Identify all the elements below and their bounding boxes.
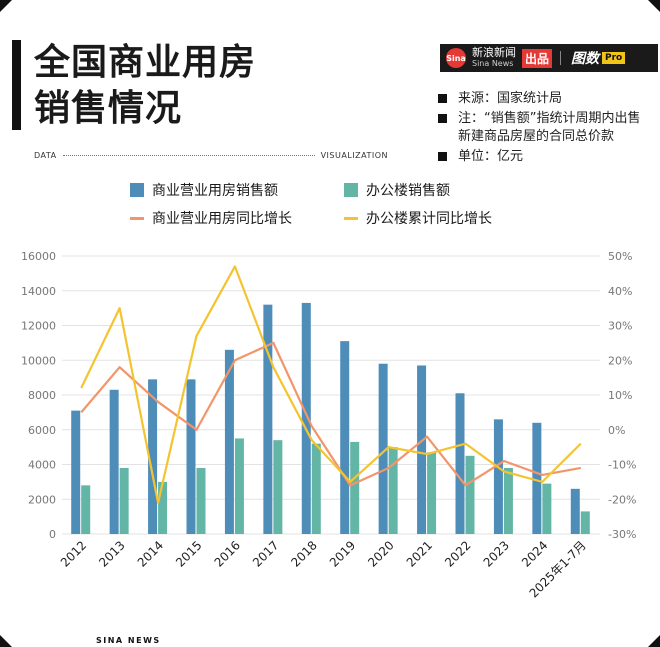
bullet-square-icon — [438, 94, 447, 103]
x-tick-label: 2013 — [96, 538, 127, 569]
y-right-tick-label: 10% — [608, 389, 632, 402]
bar — [224, 349, 234, 534]
x-tick-label: 2019 — [327, 538, 358, 569]
x-tick-label: 2021 — [404, 538, 435, 569]
sina-logo-icon: Sina — [446, 48, 466, 68]
legend-item-office-growth: 办公楼累计同比增长 — [344, 208, 492, 228]
y-right-tick-label: -30% — [608, 528, 636, 541]
bar — [273, 440, 283, 534]
brand-chu-badge: 出品 — [522, 48, 553, 68]
legend-item-office-sales: 办公楼销售额 — [344, 180, 450, 200]
y-right-tick-label: 50% — [608, 250, 632, 263]
bullet-square-icon — [438, 114, 447, 123]
brand-pro-badge: Pro — [602, 52, 626, 64]
bar — [186, 379, 196, 534]
bullet-square-icon — [438, 152, 447, 161]
y-left-tick-label: 8000 — [28, 389, 56, 402]
y-right-tick-label: -20% — [608, 493, 636, 506]
y-left-tick-label: 4000 — [28, 459, 56, 472]
bar — [570, 488, 580, 534]
legend-swatch — [344, 216, 358, 220]
y-left-tick-label: 6000 — [28, 424, 56, 437]
x-tick-label: 2018 — [288, 538, 319, 569]
x-tick-label: 2015 — [173, 538, 204, 569]
bar — [350, 441, 360, 534]
note-source: 来源：国家统计局 — [438, 90, 650, 108]
y-right-tick-label: -10% — [608, 459, 636, 472]
legend-swatch — [130, 183, 144, 197]
x-tick-label: 2022 — [442, 538, 473, 569]
bar — [81, 485, 91, 534]
bar — [503, 467, 513, 534]
x-tick-label: 2017 — [250, 538, 281, 569]
corner-top-left — [0, 0, 12, 12]
brand-banner: Sina 新浪新闻 Sina News 出品 图数 Pro — [440, 44, 658, 72]
brand-name-cn: 新浪新闻 — [472, 46, 516, 59]
bar — [263, 304, 273, 534]
title-line-1: 全国商业用房 — [34, 42, 257, 83]
title-accent-bar — [12, 40, 21, 130]
y-right-tick-label: 30% — [608, 320, 632, 333]
legend-item-commercial-sales: 商业营业用房销售额 — [130, 180, 278, 200]
note-definition: 注：“销售额”指统计周期内出售新建商品房屋的合同总价款 — [438, 110, 650, 146]
brand-tushu-logo: 图数 — [571, 51, 600, 67]
dataviz-header: DATA VISUALIZATION — [34, 151, 388, 160]
series-line — [80, 341, 581, 487]
bar — [158, 481, 168, 534]
footer-label: SINA NEWS — [96, 636, 161, 645]
x-tick-label: 2024 — [519, 538, 550, 569]
x-tick-label: 2016 — [212, 538, 243, 569]
bar — [311, 443, 321, 534]
x-tick-label: 2023 — [481, 538, 512, 569]
brand-separator — [560, 51, 562, 65]
bar — [119, 467, 129, 534]
legend-swatch — [344, 183, 358, 197]
y-left-tick-label: 10000 — [21, 354, 56, 367]
bar — [196, 467, 206, 534]
note-unit: 单位：亿元 — [438, 148, 650, 166]
bar — [388, 447, 398, 534]
bar — [109, 389, 119, 534]
header-dotted-rule — [62, 155, 315, 156]
y-left-tick-label: 2000 — [28, 493, 56, 506]
y-left-tick-label: 0 — [49, 528, 56, 541]
bar — [148, 379, 158, 534]
y-left-tick-label: 14000 — [21, 285, 56, 298]
corner-top-right — [648, 0, 660, 12]
y-right-tick-label: 40% — [608, 285, 632, 298]
notes-panel: 来源：国家统计局 注：“销售额”指统计周期内出售新建商品房屋的合同总价款 单位：… — [438, 90, 650, 168]
bar — [234, 438, 244, 534]
corner-bottom-right — [648, 635, 660, 647]
bar — [71, 410, 81, 534]
header-left-label: DATA — [34, 151, 57, 160]
y-right-tick-label: 20% — [608, 354, 632, 367]
title-line-2: 销售情况 — [34, 88, 183, 129]
bar — [340, 341, 350, 534]
bar — [493, 419, 503, 534]
bar — [580, 511, 590, 534]
bar — [427, 452, 437, 534]
header-right-label: VISUALIZATION — [320, 151, 388, 160]
page-title: 全国商业用房 销售情况 — [34, 40, 256, 132]
bar — [417, 365, 427, 534]
y-left-tick-label: 16000 — [21, 250, 56, 263]
bar — [378, 363, 388, 534]
bar — [542, 483, 552, 534]
x-tick-label: 2020 — [365, 538, 396, 569]
corner-bottom-left — [0, 635, 12, 647]
brand-name-en: Sina News — [472, 59, 514, 68]
x-tick-label: 2012 — [58, 538, 89, 569]
bar — [455, 393, 465, 534]
legend-swatch — [130, 216, 144, 220]
series-line — [80, 265, 582, 504]
brand-name: 新浪新闻 Sina News — [472, 47, 516, 69]
bar — [301, 302, 311, 534]
x-tick-label: 2014 — [135, 538, 166, 569]
y-right-tick-label: 0% — [608, 424, 625, 437]
legend-item-commercial-growth: 商业营业用房同比增长 — [130, 208, 292, 228]
bar — [532, 422, 542, 534]
bar — [465, 455, 475, 534]
y-left-tick-label: 12000 — [21, 320, 56, 333]
